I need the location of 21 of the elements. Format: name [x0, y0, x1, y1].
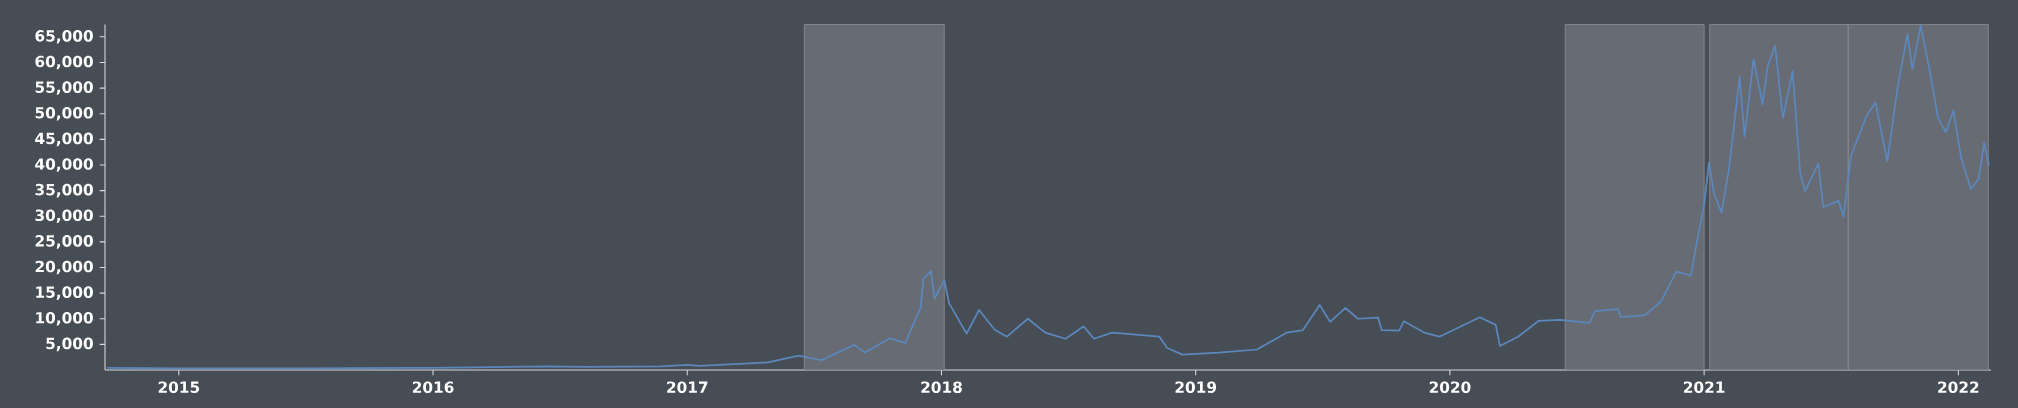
x-tick-label: 2018: [921, 381, 962, 393]
y-tick-label: 25,000: [35, 235, 93, 249]
y-tick-label: 50,000: [35, 106, 93, 121]
y-tick-label: 5,000: [46, 337, 93, 352]
x-tick-label: 2020: [1429, 381, 1471, 393]
x-tick-label: 2017: [667, 381, 708, 393]
x-tick-label: 2021: [1683, 381, 1725, 393]
y-tick-label: 40,000: [35, 158, 93, 172]
y-tick-label: 45,000: [35, 132, 93, 147]
x-tick-label: 2015: [158, 381, 200, 393]
x-tick-label: 2022: [1938, 381, 1979, 393]
y-tick-label: 35,000: [35, 183, 93, 198]
y-tick-label: 15,000: [36, 286, 93, 300]
y-tick-label: 65,000: [35, 30, 93, 44]
y-tick-label: 10,000: [36, 311, 93, 326]
y-tick-label: 60,000: [35, 55, 93, 70]
y-tick-label: 55,000: [35, 81, 93, 95]
y-tick-label: 30,000: [35, 209, 93, 224]
x-tick-label: 2019: [1175, 381, 1217, 393]
y-tick-label: 20,000: [35, 260, 93, 275]
x-tick-label: 2016: [412, 381, 454, 393]
